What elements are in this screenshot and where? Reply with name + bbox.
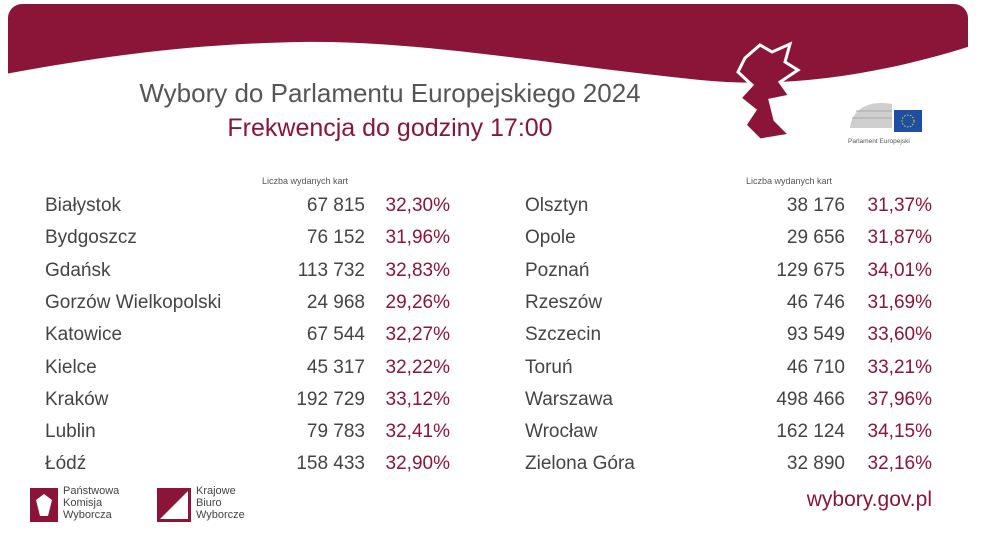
turnout-percent: 32,27% <box>385 324 450 346</box>
ballot-count: 113 732 <box>297 259 365 281</box>
kbw-logo-text: Wyborcze <box>196 509 245 521</box>
turnout-percent: 33,60% <box>867 324 932 346</box>
city-name: Rzeszów <box>525 291 603 313</box>
city-name: Warszawa <box>525 388 613 410</box>
kbw-logo-text: Biuro <box>196 497 222 509</box>
city-name: Toruń <box>525 356 573 378</box>
turnout-percent: 33,21% <box>867 356 932 378</box>
ballot-count: 38 176 <box>786 195 845 216</box>
city-name: Kraków <box>45 388 109 410</box>
title: Wybory do Parlamentu Europejskiego 2024 <box>139 78 641 108</box>
ballot-count: 32 890 <box>786 453 845 475</box>
eagle-emblem <box>736 41 801 142</box>
kbw-logo <box>157 488 191 522</box>
ballot-count: 129 675 <box>776 259 845 281</box>
ballot-count: 67 815 <box>306 195 365 216</box>
city-name: Poznań <box>525 259 590 281</box>
city-name: Wrocław <box>525 421 598 443</box>
pkw-logo-text: Komisja <box>63 497 103 509</box>
ballot-count: 29 656 <box>786 227 845 249</box>
ballot-count: 162 124 <box>776 421 845 443</box>
turnout-percent: 31,69% <box>867 291 932 313</box>
city-name: Białystok <box>45 195 122 216</box>
turnout-percent: 34,01% <box>867 259 932 281</box>
turnout-percent: 31,87% <box>867 227 932 249</box>
ballot-count: 46 710 <box>786 356 845 378</box>
city-name: Szczecin <box>525 324 602 346</box>
ballot-count: 76 152 <box>306 227 365 249</box>
subtitle: Frekwencja do godziny 17:00 <box>227 114 553 142</box>
turnout-percent: 32,30% <box>385 195 450 216</box>
city-name: Katowice <box>45 324 123 346</box>
parliament-logo <box>850 103 922 132</box>
ballot-count: 24 968 <box>306 291 365 313</box>
city-name: Lublin <box>45 421 96 443</box>
city-name: Zielona Góra <box>525 453 635 475</box>
turnout-percent: 32,16% <box>867 453 932 475</box>
ballot-count: 93 549 <box>786 324 845 346</box>
ballot-count: 45 317 <box>306 356 365 378</box>
turnout-percent: 32,22% <box>385 356 450 378</box>
ballot-count: 158 433 <box>296 453 365 475</box>
turnout-percent: 32,90% <box>385 453 450 475</box>
city-name: Gdańsk <box>45 259 111 281</box>
city-name: Kielce <box>45 356 97 378</box>
ballot-count: 79 783 <box>306 421 365 443</box>
website-url: wybory.gov.pl <box>806 488 932 511</box>
turnout-percent: 37,96% <box>867 388 932 410</box>
ballot-count: 498 466 <box>776 388 845 410</box>
pkw-logo-text: Państwowa <box>63 485 120 497</box>
kbw-logo-text: Krajowe <box>196 485 236 497</box>
city-name: Olsztyn <box>525 195 589 216</box>
ballot-count: 192 729 <box>296 388 365 410</box>
column-header: Liczba wydanych kart <box>262 176 349 186</box>
ballot-count: 67 544 <box>306 324 365 346</box>
city-name: Opole <box>525 227 576 249</box>
turnout-percent: 32,41% <box>385 421 450 443</box>
parliament-name: Parlament Europejski <box>848 138 910 145</box>
turnout-percent: 33,12% <box>385 388 450 410</box>
turnout-percent: 31,96% <box>385 227 450 249</box>
turnout-percent: 34,15% <box>867 421 932 443</box>
turnout-percent: 32,83% <box>385 259 450 281</box>
ballot-count: 46 746 <box>786 291 845 313</box>
city-name: Łódź <box>45 453 87 475</box>
pkw-logo-text: Wyborcza <box>63 509 112 521</box>
pkw-logo <box>30 488 58 522</box>
turnout-percent: 29,26% <box>385 291 450 313</box>
city-name: Bydgoszcz <box>45 227 137 249</box>
column-header: Liczba wydanych kart <box>746 176 833 186</box>
city-name: Gorzów Wielkopolski <box>45 291 222 313</box>
turnout-percent: 31,37% <box>867 195 932 216</box>
